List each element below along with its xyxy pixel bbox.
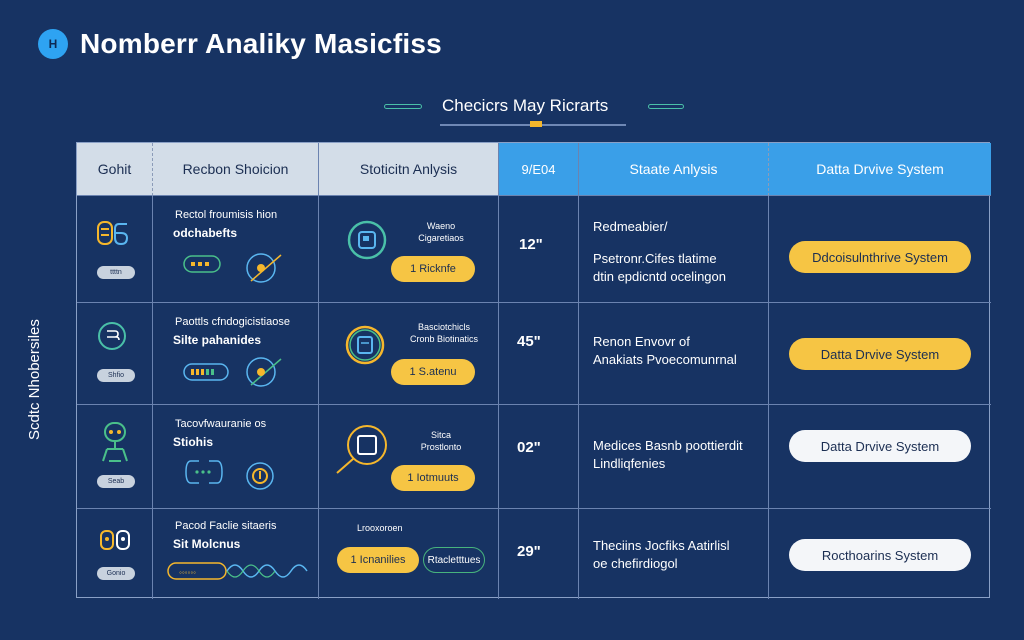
row-caption: Sitca Prostlonto — [413, 429, 469, 453]
row-2-static: Basciotchicls Cronb Biotinatics 1 S.aten… — [319, 303, 499, 405]
subtitle-decor-left — [384, 104, 422, 109]
desc-line: dtin epdicntd ocelingon — [593, 269, 726, 284]
progress-capsule-icon — [183, 361, 229, 383]
side-vertical-label: Scdtc Nhobersiles — [26, 319, 43, 440]
analysis-table: Gohit Recbon Shoicion Stoticitn Anlysis … — [76, 142, 991, 599]
column-header-0[interactable]: Gohit — [77, 143, 153, 196]
status-badge: Gonio — [97, 567, 135, 580]
status-badge: ttttn — [97, 266, 135, 279]
row-1-reason: Rectol froumisis hion odchabefts — [153, 196, 319, 303]
desc-line: Anakiats Pvoecomunrnal — [593, 352, 737, 367]
magnifier-icon — [333, 423, 393, 475]
gauge-icon — [245, 355, 285, 389]
subtitle-decor-right — [648, 104, 684, 109]
row-3-static: Sitca Prostlonto 1 Iotmuuts — [319, 405, 499, 509]
row-3-state: Medices Basnb poottierdit Lindliqfenies — [579, 405, 769, 509]
app-title: Nomberr Analiky Masicfiss — [80, 28, 442, 59]
svg-text:◦◦◦◦◦◦: ◦◦◦◦◦◦ — [179, 568, 196, 577]
box-icon — [97, 220, 131, 246]
row-2-gohit: Shfio — [77, 303, 153, 405]
row-caption-line1: Waeno Cigaretiaos — [418, 221, 464, 243]
status-badge: Seab — [97, 475, 135, 488]
desc-line: Theciins Jocfiks Aatirlisl — [593, 538, 730, 553]
row-1-state: Redmeabier/ Psetronr.Cifes tlatime dtin … — [579, 196, 769, 303]
metric-value: 02" — [517, 439, 541, 456]
column-header-1[interactable]: Recbon Shoicion — [153, 143, 319, 196]
gauge-icon — [245, 251, 285, 285]
row-2-system: Datta Drvive System — [769, 303, 991, 405]
waveform-icon: ◦◦◦◦◦◦ — [167, 559, 313, 583]
system-button[interactable]: Datta Drvive System — [789, 430, 971, 462]
row-action-pill[interactable]: 1 S.atenu — [391, 359, 475, 385]
desc-line: oe chefirdiogol — [593, 556, 678, 571]
row-caption-line1: Basciotchicls Cronb Biotinatics — [409, 322, 479, 344]
document-icon — [345, 325, 385, 365]
row-action-pill[interactable]: 1 Iotmuuts — [391, 465, 475, 491]
column-header-2[interactable]: Stoticitn Anlysis — [319, 143, 499, 196]
capsule-icon — [183, 254, 221, 274]
row-caption: Lrooxoroen — [357, 523, 403, 533]
row-4-gohit: Gonio — [77, 509, 153, 599]
row-secondary-pill[interactable]: Rtacletttues — [423, 547, 485, 573]
row-1-code: 12" — [499, 196, 579, 303]
row-2-state: Renon Envovr of Anakiats Pvoecomunrnal — [579, 303, 769, 405]
metric-value: 29" — [517, 543, 541, 560]
metric-value: 45" — [517, 333, 541, 350]
row-subtitle: Silte pahanides — [173, 333, 262, 347]
row-4-reason: Pacod Faclie sitaeris Sit Molcnus ◦◦◦◦◦◦ — [153, 509, 319, 599]
column-header-5[interactable]: Datta Drvive System — [769, 143, 991, 196]
row-1-system: Ddcoisulnthrive System — [769, 196, 991, 303]
row-3-system: Datta Drvive System — [769, 405, 991, 509]
cluster-icon — [99, 527, 131, 555]
app-header: H Nomberr Analiky Masicfiss — [38, 28, 442, 60]
column-header-4[interactable]: Staate Anlysis — [579, 143, 769, 196]
row-caption: Basciotchicls Cronb Biotinatics — [397, 321, 491, 345]
row-3-code: 02" — [499, 405, 579, 509]
column-header-3[interactable]: 9/E04 — [499, 143, 579, 196]
row-title: Rectol froumisis hion — [175, 209, 278, 221]
system-button[interactable]: Rocthoarins System — [789, 539, 971, 571]
desc-line: Redmeabier/ — [593, 219, 668, 234]
desc-line: Medices Basnb poottierdit — [593, 438, 743, 453]
row-4-system: Rocthoarins System — [769, 509, 991, 599]
robot-icon — [99, 421, 131, 467]
row-caption: Waeno Cigaretiaos — [411, 220, 471, 244]
row-1-gohit: ttttn — [77, 196, 153, 303]
toggle-icon — [185, 459, 223, 485]
desc-line: Psetronr.Cifes tlatime — [593, 251, 717, 266]
row-4-state: Theciins Jocfiks Aatirlisl oe chefirdiog… — [579, 509, 769, 599]
subtitle: Checicrs May Ricrarts — [442, 96, 609, 115]
row-3-reason: Tacovfwauranie os Stiohis — [153, 405, 319, 509]
row-action-pill[interactable]: 1 Icnanilies — [337, 547, 419, 573]
row-4-static: Lrooxoroen 1 Icnanilies Rtacletttues — [319, 509, 499, 599]
row-4-code: 29" — [499, 509, 579, 599]
metric-value: 12" — [519, 236, 543, 253]
desc-line: Lindliqfenies — [593, 456, 666, 471]
system-button[interactable]: Ddcoisulnthrive System — [789, 241, 971, 273]
system-button[interactable]: Datta Drvive System — [789, 338, 971, 370]
row-subtitle: Sit Molcnus — [173, 537, 241, 551]
row-caption-line1: Sitca Prostlonto — [420, 430, 462, 452]
row-action-pill[interactable]: 1 Ricknfe — [391, 256, 475, 282]
row-3-gohit: Seab — [77, 405, 153, 509]
coin-icon — [97, 321, 127, 351]
row-title: Pacod Faclie sitaeris — [175, 520, 277, 532]
row-title: Tacovfwauranie os — [175, 418, 267, 430]
square-ring-icon — [347, 220, 387, 260]
row-1-static: Waeno Cigaretiaos 1 Ricknfe — [319, 196, 499, 303]
row-2-reason: Paottls cfndogicistiaose Silte pahanides — [153, 303, 319, 405]
subtitle-block: Checicrs May Ricrarts — [384, 94, 684, 134]
power-icon — [245, 459, 275, 493]
app-logo-icon: H — [38, 29, 68, 59]
row-subtitle: Stiohis — [173, 435, 214, 449]
row-subtitle: odchabefts — [173, 226, 238, 240]
row-title: Paottls cfndogicistiaose — [175, 316, 290, 328]
subtitle-accent — [530, 121, 542, 127]
status-badge: Shfio — [97, 369, 135, 382]
desc-line: Renon Envovr of — [593, 334, 690, 349]
row-2-code: 45" — [499, 303, 579, 405]
